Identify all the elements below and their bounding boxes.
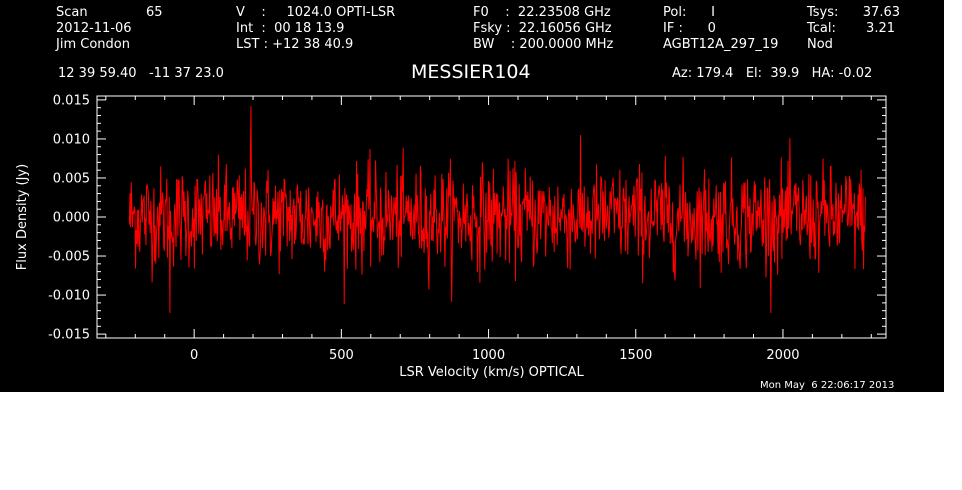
y-tick-label: 0.000 — [53, 211, 90, 226]
velocity-info: V : 1024.0 OPTI-LSR — [236, 5, 396, 20]
sky-frequency: Fsky : 22.16056 GHz — [473, 21, 612, 36]
source-name: MESSIER104 — [411, 61, 531, 83]
tcal-value: 3.21 — [866, 21, 895, 36]
lst-info: LST : +12 38 40.9 — [236, 37, 354, 52]
switching-mode: Nod — [807, 37, 833, 52]
x-axis-label: LSR Velocity (km/s) OPTICAL — [399, 365, 584, 380]
spectrum-plot-panel: Scan 65 2012-11-06 Jim Condon V : 1024.0… — [0, 0, 944, 392]
bandwidth: BW : 200.0000 MHz — [473, 37, 614, 52]
y-tick-label: -0.005 — [48, 250, 90, 265]
y-tick-label: -0.015 — [48, 328, 90, 343]
source-coordinates: 12 39 59.40 -11 37 23.0 — [58, 66, 224, 81]
y-axis-label: Flux Density (Jy) — [15, 164, 30, 270]
if-number: IF : 0 — [663, 21, 716, 36]
tsys-value: 37.63 — [862, 5, 900, 20]
tsys-label: Tsys: — [807, 5, 839, 20]
observer-name: Jim Condon — [56, 37, 130, 52]
x-tick-label: 500 — [329, 348, 354, 363]
polarization: Pol: I — [663, 5, 715, 20]
y-tick-label: -0.010 — [48, 289, 90, 304]
az-el-ha: Az: 179.4 El: 39.9 HA: -0.02 — [672, 66, 873, 81]
y-tick-label: 0.005 — [53, 171, 90, 186]
scan-label: Scan — [56, 5, 88, 20]
x-tick-label: 2000 — [766, 348, 799, 363]
scan-number: 65 — [146, 5, 163, 20]
y-tick-label: 0.010 — [53, 132, 90, 147]
spectrum-trace — [128, 106, 866, 314]
plot-timestamp: Mon May 6 22:06:17 2013 — [760, 380, 895, 391]
integration-time: Int : 00 18 13.9 — [236, 21, 345, 36]
spectrum-chart: 0 500 1000 1500 2000 -0.015 -0.010 -0.005 0.000 0… — [15, 93, 887, 380]
x-tick-label: 1500 — [619, 348, 652, 363]
project-id: AGBT12A_297_19 — [663, 37, 779, 52]
y-tick-label: 0.015 — [53, 93, 90, 108]
x-tick-label: 1000 — [472, 348, 505, 363]
tcal-label: Tcal: — [807, 21, 836, 36]
rest-frequency: F0 : 22.23508 GHz — [473, 5, 611, 20]
observation-date: 2012-11-06 — [56, 21, 132, 36]
x-tick-label: 0 — [190, 348, 198, 363]
